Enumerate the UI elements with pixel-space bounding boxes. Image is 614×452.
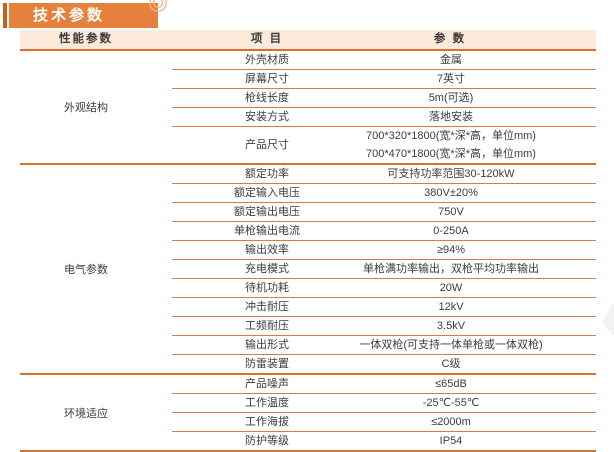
header-parameter: 参 数 [433, 33, 467, 45]
table-row: 工频耐压 3.5kV [172, 317, 596, 336]
item-label: 外壳材质 [245, 54, 289, 66]
item-label: 安装方式 [245, 111, 289, 123]
table-row: 产品尺寸 700*320*1800(宽*深*高，单位mm) 700*470*1800… [172, 127, 596, 163]
table-row: 外壳材质 金属 [172, 51, 596, 70]
table-row: 屏幕尺寸 7英寸 [172, 70, 596, 89]
section-rows: 产品噪声 ≤65dB 工作温度 -25℃-55℃ 工作海拔 ≤2000m 防护等级 IP54 [152, 375, 596, 450]
page-fold-shadow [602, 302, 614, 336]
item-label: 输出效率 [245, 244, 289, 256]
spec-table: 性能参数 项 目 参 数 外观结构 外壳材质 金属屏幕尺寸 7英寸枪线长度 5m(可选)… [20, 30, 596, 452]
title-accent-bar [3, 3, 7, 28]
item-label: 单枪输出电流 [234, 225, 300, 237]
value-label: 一体双枪(可支持一体单枪或一体双枪) [359, 339, 543, 351]
table-row: 产品噪声 ≤65dB [172, 375, 596, 394]
value-label: ≥94% [436, 244, 466, 256]
table-section: 外观结构 外壳材质 金属屏幕尺寸 7英寸枪线长度 5m(可选) 安装方式 落地安装产品尺寸 7… [20, 51, 596, 165]
table-row: 枪线长度 5m(可选) [172, 89, 596, 108]
section-label: 电气参数 [64, 264, 108, 276]
table-header-row: 性能参数 项 目 参 数 [20, 30, 596, 51]
value-label: IP54 [439, 435, 463, 447]
section-rows: 外壳材质 金属屏幕尺寸 7英寸枪线长度 5m(可选) 安装方式 落地安装产品尺寸 700*3… [152, 51, 596, 163]
item-label: 枪线长度 [245, 92, 289, 104]
item-label: 产品尺寸 [245, 139, 289, 151]
table-row: 额定功率 可支持功率范围30-120kW [172, 165, 596, 184]
item-label: 工作海拔 [245, 416, 289, 428]
header-item: 项 目 [250, 33, 284, 45]
table-row: 安装方式 落地安装 [172, 108, 596, 127]
value-label: ≤2000m [431, 416, 471, 428]
header-performance: 性能参数 [59, 33, 113, 45]
item-label: 防雷装置 [245, 358, 289, 370]
table-body: 外观结构 外壳材质 金属屏幕尺寸 7英寸枪线长度 5m(可选) 安装方式 落地安装产品尺寸 7… [20, 51, 596, 452]
value-label: 20W [439, 282, 463, 294]
item-label: 额定输入电压 [234, 187, 300, 199]
value-label: 金属 [440, 54, 462, 66]
item-label: 冲击耐压 [245, 301, 289, 313]
table-row: 防护等级 IP54 [172, 432, 596, 450]
table-row: 工作温度 -25℃-55℃ [172, 394, 596, 413]
value-label: 3.5kV [436, 320, 466, 332]
table-row: 防雷装置 C级 [172, 355, 596, 373]
table-section: 电气参数 额定功率 可支持功率范围30-120kW 额定输入电压 380V±20% 额定输… [20, 165, 596, 375]
table-section: 环境适应 产品噪声 ≤65dB 工作温度 -25℃-55℃ 工作海拔 ≤2000m 防护等级 I… [20, 375, 596, 452]
item-label: 产品噪声 [245, 378, 289, 390]
table-row: 额定输出电压 750V [172, 203, 596, 222]
table-row: 冲击耐压 12kV [172, 298, 596, 317]
value-label: ≤65dB [435, 378, 467, 390]
page-title: 技术参数 [9, 3, 158, 28]
value-label: 单枪满功率输出，双枪平均功率输出 [363, 263, 539, 275]
table-row: 工作海拔 ≤2000m [172, 413, 596, 432]
item-label: 额定功率 [245, 168, 289, 180]
table-row: 额定输入电压 380V±20% [172, 184, 596, 203]
value-label: 380V±20% [424, 187, 478, 199]
value-label: 12kV [438, 301, 464, 313]
value-label: 700*320*1800(宽*深*高，单位mm) 700*470*1800(宽*深… [366, 130, 536, 160]
value-label: 落地安装 [429, 111, 473, 123]
section-rows: 额定功率 可支持功率范围30-120kW 额定输入电压 380V±20% 额定输出电压 7… [152, 165, 596, 373]
table-row: 输出形式 一体双枪(可支持一体单枪或一体双枪) [172, 336, 596, 355]
value-label: 5m(可选) [428, 92, 474, 104]
value-label: 750V [438, 206, 464, 218]
value-label: 0-250A [433, 225, 469, 237]
section-label: 环境适应 [64, 407, 108, 420]
table-row: 充电模式 单枪满功率输出，双枪平均功率输出 [172, 260, 596, 279]
table-row: 输出效率 ≥94% [172, 241, 596, 260]
item-label: 输出形式 [245, 339, 289, 351]
item-label: 屏幕尺寸 [245, 73, 289, 85]
value-label: 可支持功率范围30-120kW [387, 168, 515, 180]
item-label: 工频耐压 [245, 320, 289, 332]
table-row: 待机功耗 20W [172, 279, 596, 298]
value-label: -25℃-55℃ [422, 397, 480, 409]
item-label: 充电模式 [245, 263, 289, 275]
section-label: 外观结构 [64, 102, 108, 114]
item-label: 额定输出电压 [234, 206, 300, 218]
table-row: 单枪输出电流 0-250A [172, 222, 596, 241]
item-label: 待机功耗 [245, 282, 289, 294]
value-label: C级 [441, 358, 461, 370]
value-label: 7英寸 [436, 73, 466, 85]
item-label: 工作温度 [245, 397, 289, 409]
title-banner: 技术参数 [0, 0, 614, 30]
